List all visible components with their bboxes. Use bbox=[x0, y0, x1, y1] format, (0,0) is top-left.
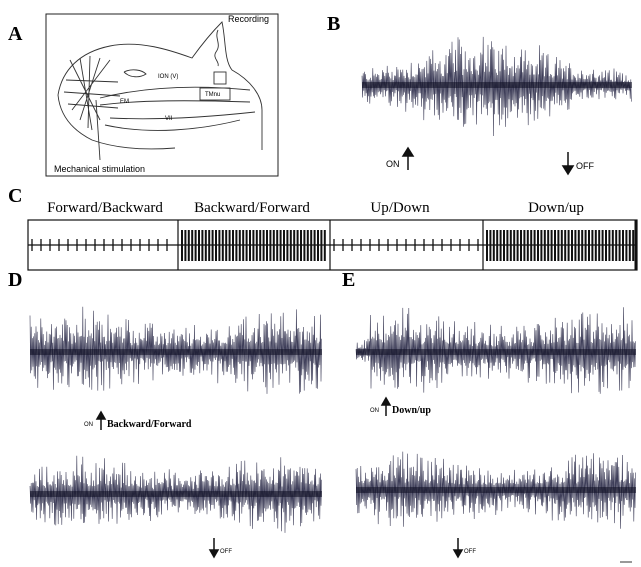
pulse-train bbox=[333, 239, 479, 251]
condition-label: Up/Down bbox=[370, 200, 430, 216]
off-arrow bbox=[208, 538, 220, 559]
condition-label: Forward/Backward bbox=[47, 200, 163, 216]
on-label: ON bbox=[386, 159, 400, 169]
on-label: ON bbox=[84, 422, 93, 428]
condition-label: Down/up bbox=[528, 200, 584, 216]
stimulus-label: Backward/Forward bbox=[107, 419, 192, 430]
label-ion: ION (V) bbox=[158, 74, 178, 80]
panel-a-frame bbox=[45, 13, 279, 177]
neural-trace bbox=[355, 307, 636, 394]
condition-label: Backward/Forward bbox=[194, 200, 310, 216]
on-arrow bbox=[95, 410, 107, 430]
neural-trace bbox=[29, 306, 322, 394]
neural-trace bbox=[29, 455, 322, 533]
label-em: EM bbox=[120, 99, 129, 105]
off-arrow bbox=[452, 538, 464, 559]
label-stimulation: Mechanical stimulation bbox=[54, 164, 145, 174]
label-recording: Recording bbox=[228, 14, 269, 24]
pulse-train bbox=[181, 230, 326, 261]
panel-letter: A bbox=[8, 23, 23, 45]
traces bbox=[29, 36, 636, 533]
on-arrow bbox=[401, 146, 415, 170]
stimulus-pulses bbox=[31, 230, 635, 261]
off-arrow bbox=[561, 152, 575, 176]
off-label: OFF bbox=[576, 161, 594, 171]
panel-letter: D bbox=[8, 269, 22, 291]
rat-head-drawing bbox=[57, 21, 263, 161]
label-tmnu: TMnu bbox=[205, 92, 220, 98]
off-label: OFF bbox=[464, 549, 476, 555]
label-vii: VII bbox=[165, 116, 173, 122]
on-label: ON bbox=[370, 408, 379, 414]
panel-letter: B bbox=[327, 13, 340, 35]
on-arrow bbox=[380, 396, 392, 416]
stimulus-label: Down/up bbox=[392, 405, 431, 416]
panel-letter: E bbox=[342, 269, 355, 291]
panel-letter: C bbox=[8, 185, 22, 207]
off-label: OFF bbox=[220, 549, 232, 555]
neural-trace bbox=[355, 451, 636, 529]
pulse-train bbox=[31, 239, 168, 251]
pulse-train bbox=[486, 230, 635, 261]
